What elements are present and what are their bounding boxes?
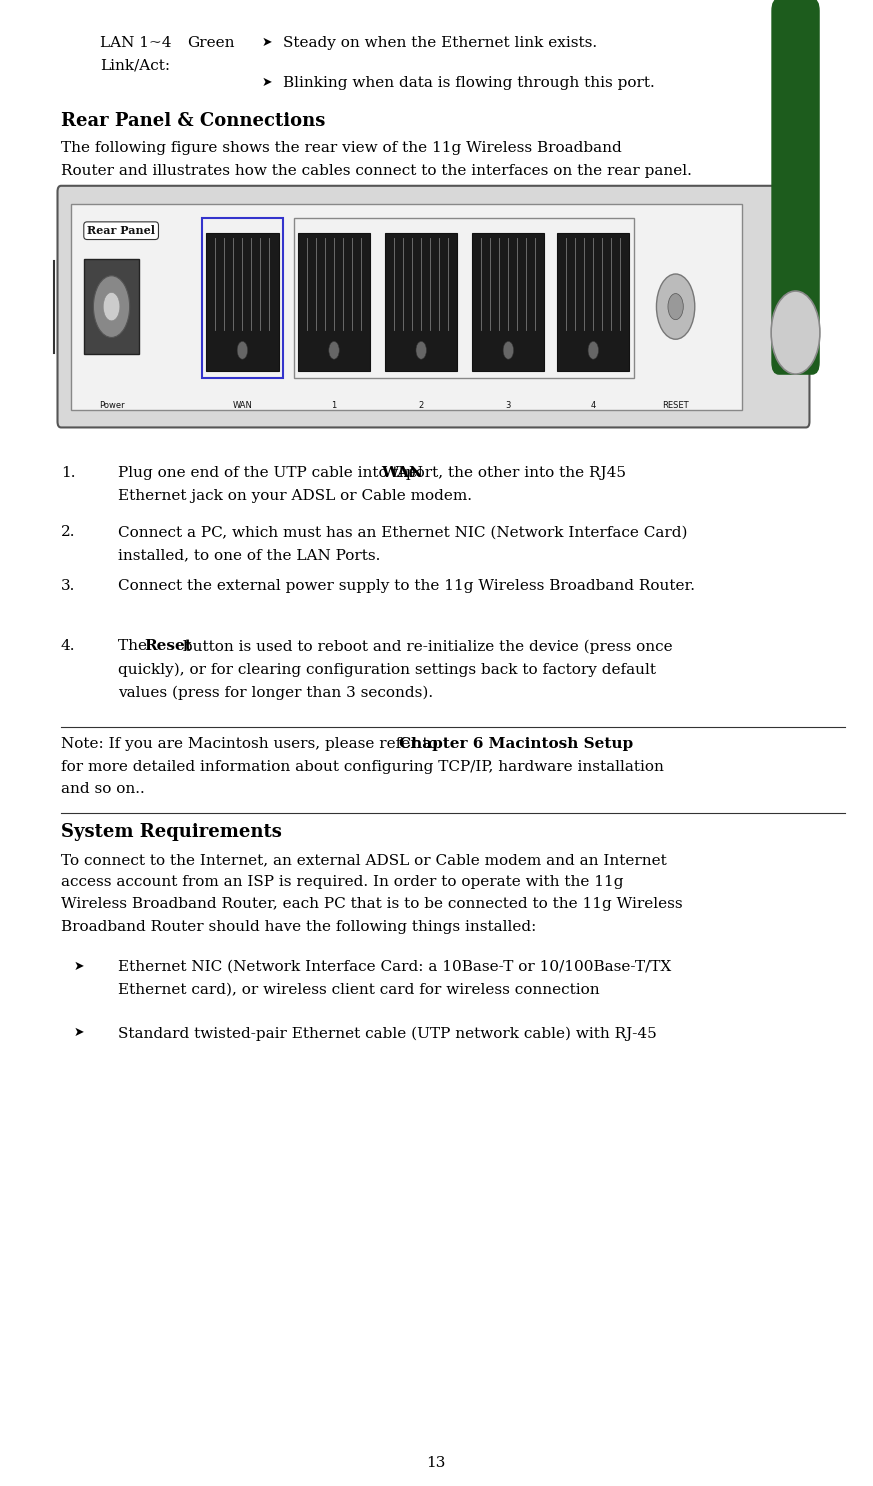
Text: and so on..: and so on..: [61, 782, 145, 796]
Text: 3: 3: [505, 401, 511, 410]
Text: 2: 2: [418, 401, 423, 410]
Text: To connect to the Internet, an external ADSL or Cable modem and an Internet: To connect to the Internet, an external …: [61, 853, 667, 866]
Circle shape: [656, 273, 695, 339]
Text: 4.: 4.: [61, 639, 75, 654]
Text: 2.: 2.: [61, 525, 75, 539]
Text: WAN: WAN: [232, 401, 252, 410]
Text: ➤: ➤: [261, 36, 272, 49]
Bar: [202, 218, 283, 379]
Text: 1.: 1.: [61, 467, 75, 480]
Text: RESET: RESET: [663, 401, 689, 410]
Bar: [298, 233, 370, 372]
Text: access account from an ISP is required. In order to operate with the 11g: access account from an ISP is required. …: [61, 875, 623, 889]
Bar: [385, 233, 457, 372]
Text: Note: If you are Macintosh users, please refer to: Note: If you are Macintosh users, please…: [61, 737, 443, 752]
Bar: [72, 204, 742, 410]
Text: The following figure shows the rear view of the 11g Wireless Broadband: The following figure shows the rear view…: [61, 141, 622, 156]
Text: 4: 4: [591, 401, 596, 410]
Text: Link/Act:: Link/Act:: [100, 58, 170, 73]
Circle shape: [503, 342, 513, 360]
Text: ➤: ➤: [261, 76, 272, 89]
Text: Power: Power: [99, 401, 124, 410]
Text: Steady on when the Ethernet link exists.: Steady on when the Ethernet link exists.: [283, 36, 597, 51]
Text: The: The: [118, 639, 152, 654]
Text: Ethernet NIC (Network Interface Card: a 10Base-T or 10/100Base-T/TX: Ethernet NIC (Network Interface Card: a …: [118, 960, 670, 973]
Bar: [557, 233, 629, 372]
Circle shape: [103, 293, 120, 321]
Text: Ethernet jack on your ADSL or Cable modem.: Ethernet jack on your ADSL or Cable mode…: [118, 489, 471, 502]
Text: Reset: Reset: [145, 639, 192, 654]
Text: ➤: ➤: [74, 960, 85, 973]
Circle shape: [237, 342, 248, 360]
Text: values (press for longer than 3 seconds).: values (press for longer than 3 seconds)…: [118, 685, 433, 700]
Text: Ethernet card), or wireless client card for wireless connection: Ethernet card), or wireless client card …: [118, 982, 599, 997]
Text: WAN: WAN: [381, 467, 423, 480]
Text: System Requirements: System Requirements: [61, 823, 282, 841]
Text: Connect a PC, which must has an Ethernet NIC (Network Interface Card): Connect a PC, which must has an Ethernet…: [118, 525, 687, 539]
Bar: [206, 233, 278, 372]
Circle shape: [416, 342, 426, 360]
Text: Rear Panel: Rear Panel: [87, 226, 155, 236]
Text: Connect the external power supply to the 11g Wireless Broadband Router.: Connect the external power supply to the…: [118, 578, 695, 593]
Text: ➤: ➤: [74, 1027, 85, 1039]
Text: Broadband Router should have the following things installed:: Broadband Router should have the followi…: [61, 920, 536, 933]
Circle shape: [329, 342, 340, 360]
Text: Chapter 6 Macintosh Setup: Chapter 6 Macintosh Setup: [399, 737, 633, 752]
Text: port, the other into the RJ45: port, the other into the RJ45: [402, 467, 626, 480]
Text: Router and illustrates how the cables connect to the interfaces on the rear pane: Router and illustrates how the cables co…: [61, 163, 692, 177]
Circle shape: [668, 294, 684, 319]
Text: Green: Green: [188, 36, 235, 51]
Text: LAN 1~4: LAN 1~4: [100, 36, 172, 51]
Text: installed, to one of the LAN Ports.: installed, to one of the LAN Ports.: [118, 548, 380, 562]
Bar: [472, 233, 545, 372]
Bar: [293, 218, 634, 379]
Text: Wireless Broadband Router, each PC that is to be connected to the 11g Wireless: Wireless Broadband Router, each PC that …: [61, 898, 683, 911]
Circle shape: [93, 276, 130, 337]
Text: 1: 1: [332, 401, 337, 410]
Text: Blinking when data is flowing through this port.: Blinking when data is flowing through th…: [283, 76, 655, 91]
Circle shape: [771, 291, 820, 374]
Text: Plug one end of the UTP cable into the: Plug one end of the UTP cable into the: [118, 467, 422, 480]
Text: quickly), or for clearing configuration settings back to factory default: quickly), or for clearing configuration …: [118, 663, 656, 676]
Text: button is used to reboot and re-initialize the device (press once: button is used to reboot and re-initiali…: [178, 639, 673, 654]
Circle shape: [588, 342, 599, 360]
Text: 3.: 3.: [61, 578, 75, 593]
FancyBboxPatch shape: [58, 186, 809, 428]
Bar: [84, 259, 140, 354]
Text: for more detailed information about configuring TCP/IP, hardware installation: for more detailed information about conf…: [61, 759, 663, 774]
FancyBboxPatch shape: [772, 0, 819, 374]
Text: Rear Panel & Connections: Rear Panel & Connections: [61, 111, 326, 129]
Text: Standard twisted-pair Ethernet cable (UTP network cable) with RJ-45: Standard twisted-pair Ethernet cable (UT…: [118, 1027, 656, 1040]
Text: 13: 13: [426, 1456, 445, 1470]
